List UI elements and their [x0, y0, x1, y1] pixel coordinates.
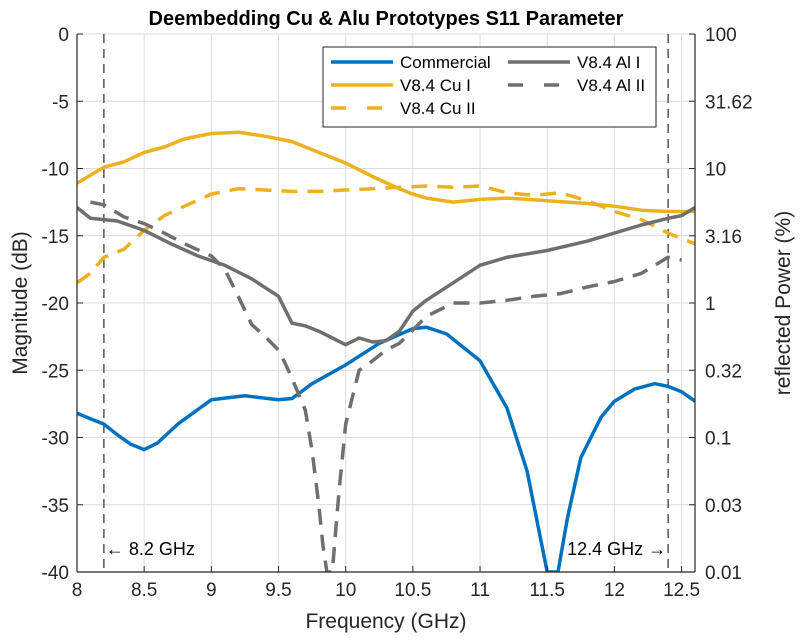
x-tick-label: 10.5	[394, 580, 431, 601]
x-tick-label: 12	[604, 580, 625, 601]
right-tick-label: 3.16	[705, 227, 742, 248]
x-tick-label: 9.5	[265, 580, 291, 601]
x-tick-label: 10	[335, 580, 356, 601]
legend-label: V8.4 Al I	[577, 53, 640, 72]
y-tick-label: -5	[52, 92, 69, 113]
legend-label: Commercial	[400, 53, 491, 72]
right-tick-label: 1	[705, 294, 716, 315]
legend-label: V8.4 Cu I	[400, 76, 471, 95]
x-tick-label: 11.5	[529, 580, 565, 601]
legend: Commercial V8.4 Cu I V8.4 Cu II V8.4 Al I V8…	[322, 46, 657, 128]
x-axis-label: Frequency (GHz)	[305, 610, 466, 633]
x-tick-label: 8	[72, 580, 83, 601]
y-tick-label: -30	[42, 429, 69, 450]
x-axis-ticks: 8 8.5 9 9.5 10 10.5 11 11.5 12 12.5	[72, 566, 700, 601]
y-tick-label: -35	[42, 496, 69, 517]
right-tick-label: 0.32	[705, 361, 742, 382]
series-v8-4-cu-i	[77, 130, 695, 214]
series-v8-4-al-i	[77, 206, 695, 347]
y-tick-label: -15	[42, 227, 69, 248]
x-tick-label: 12.5	[663, 580, 700, 601]
y-tick-label: -40	[42, 563, 69, 584]
right-tick-label: 100	[705, 25, 737, 46]
x-tick-label: 8.5	[131, 580, 157, 601]
right-tick-label: 31.62	[705, 92, 753, 113]
x-tick-label: 11	[470, 580, 490, 601]
chart-title: Deembedding Cu & Alu Prototypes S11 Para…	[149, 8, 624, 30]
right-tick-label: 0.01	[705, 563, 742, 584]
legend-label: V8.4 Al II	[577, 76, 645, 95]
series-v8-4-al-ii	[90, 200, 682, 572]
y-axis-ticks: 0 -5 -10 -15 -20 -25 -30 -35 -40	[42, 25, 83, 584]
band-annotation: 12.4 GHz →	[567, 539, 666, 559]
y-tick-label: 0	[58, 25, 69, 46]
x-tick-label: 9	[206, 580, 217, 601]
annotations: ← 8.2 GHz 12.4 GHz →	[106, 539, 666, 559]
data-series	[77, 130, 695, 572]
right-tick-label: 0.1	[705, 429, 731, 450]
band-annotation: ← 8.2 GHz	[106, 539, 195, 559]
right-axis-ticks: 100 31.62 10 3.16 1 0.32 0.1 0.03 0.01	[689, 25, 753, 584]
legend-label: V8.4 Cu II	[400, 99, 476, 118]
y-tick-label: -25	[42, 361, 69, 382]
series-v8-4-cu-ii	[77, 184, 695, 285]
y-tick-label: -20	[42, 294, 69, 315]
right-tick-label: 10	[705, 160, 726, 181]
right-y-axis-label: reflected Power (%)	[772, 211, 795, 395]
y-axis-label: Magnitude (dB)	[9, 231, 32, 375]
y-tick-label: -10	[42, 160, 69, 181]
series-commercial	[77, 325, 695, 572]
right-tick-label: 0.03	[705, 496, 742, 517]
